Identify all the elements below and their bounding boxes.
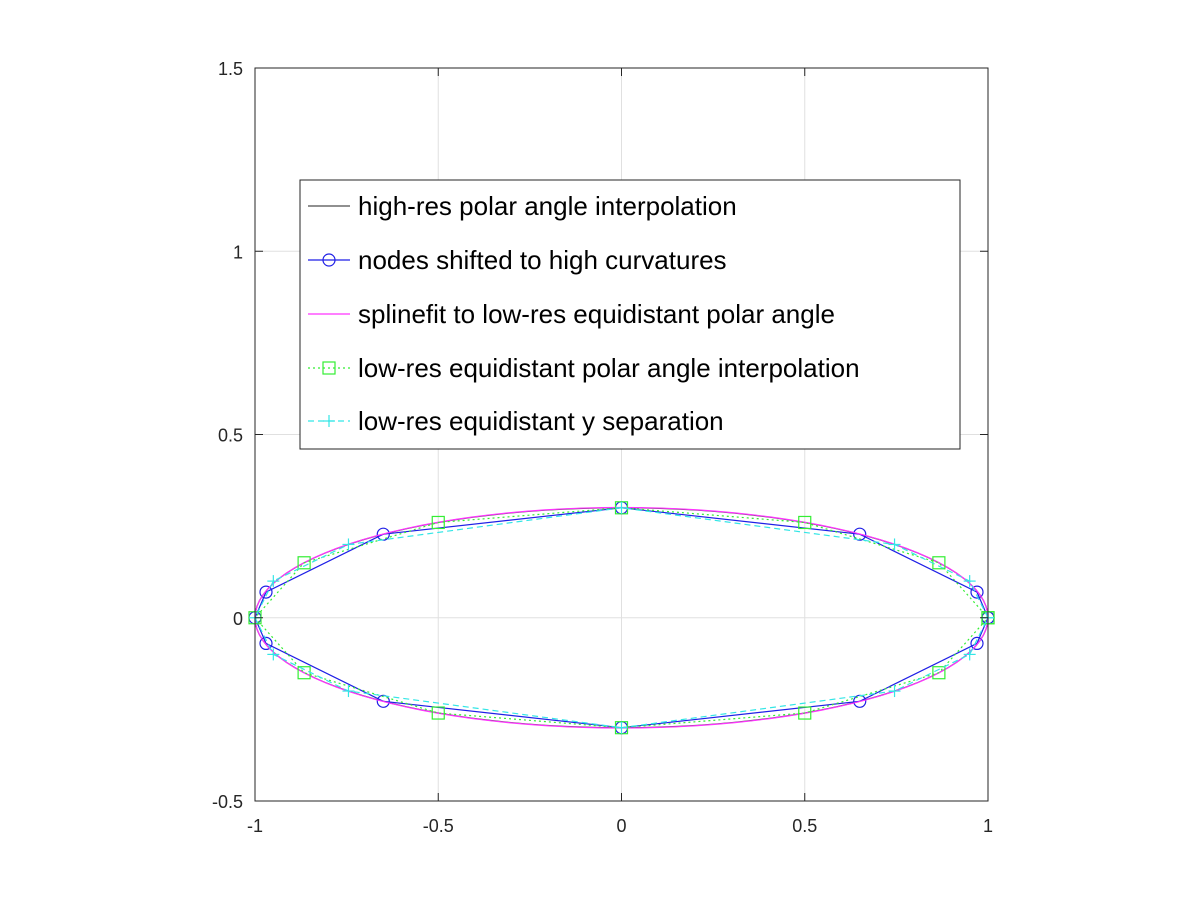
legend-box: [299, 179, 961, 450]
x-tick-label: 0: [616, 816, 626, 836]
x-tick-label: -1: [247, 816, 263, 836]
y-tick-label: 1: [233, 242, 243, 262]
marker-square: [431, 706, 445, 720]
y-tick-label: 0.5: [218, 426, 243, 446]
marker-plus: [963, 648, 976, 661]
plot-area: -1 -0.5 0 0.5 1-0.500.511.5 high-res polar a…: [212, 59, 995, 836]
legend-item-0: high-res polar angle interpolation: [308, 191, 737, 221]
legend-item-1: nodes shifted to high curvatures: [308, 245, 727, 275]
marker-plus: [888, 685, 901, 698]
marker-circle: [970, 585, 984, 599]
x-tick-label: 0.5: [792, 816, 817, 836]
marker-plus: [615, 501, 628, 514]
marker-square: [798, 706, 812, 720]
legend-label: splinefit to low-res equidistant polar a…: [358, 299, 835, 329]
legend-label: low-res equidistant polar angle interpol…: [358, 353, 860, 383]
marker-circle: [853, 527, 867, 541]
marker-circle: [376, 694, 390, 708]
marker-plus: [615, 721, 628, 734]
axes: -1 -0.5 0 0.5 1-0.500.511.5: [212, 59, 993, 836]
y-tick-label: -0.5: [212, 792, 243, 812]
marker-plus: [323, 415, 335, 427]
x-tick-label: 1: [983, 816, 993, 836]
marker-plus: [342, 685, 355, 698]
marker-circle: [322, 253, 336, 267]
marker-square: [798, 515, 812, 530]
legend-item-2: splinefit to low-res equidistant polar a…: [308, 299, 835, 329]
legend-item-4: low-res equidistant y separation: [308, 406, 724, 436]
marker-circle: [259, 585, 273, 599]
legend-item-3: low-res equidistant polar angle interpol…: [308, 353, 860, 383]
marker-plus: [963, 575, 976, 588]
marker-circle: [259, 636, 273, 651]
legend-label: nodes shifted to high curvatures: [358, 245, 727, 275]
y-tick-label: 0: [233, 609, 243, 629]
marker-plus: [267, 648, 280, 661]
marker-square: [297, 556, 311, 570]
marker-square: [322, 361, 336, 375]
y-tick-label: 1.5: [218, 59, 243, 79]
legend-label: low-res equidistant y separation: [358, 406, 724, 436]
marker-plus: [267, 575, 280, 588]
x-tick-label: -0.5: [423, 816, 454, 836]
legend: high-res polar angle interpolation nodes …: [299, 179, 961, 450]
marker-square: [932, 666, 946, 680]
marker-plus: [888, 538, 901, 551]
marker-square: [431, 515, 445, 530]
marker-circle: [970, 636, 984, 651]
legend-label: high-res polar angle interpolation: [358, 191, 737, 221]
marker-plus: [342, 538, 355, 551]
